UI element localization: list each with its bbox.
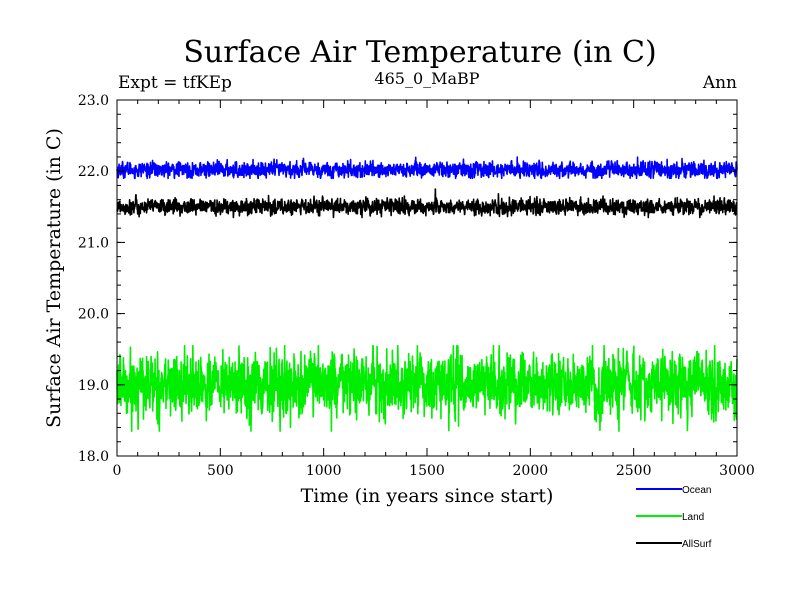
series-layer <box>116 156 738 432</box>
x-axis-label: Time (in years since start) <box>301 485 554 507</box>
series-line-allsurf <box>116 188 738 219</box>
x-tick-label: 1500 <box>409 463 445 479</box>
x-tick-label: 500 <box>207 463 234 479</box>
x-tick-label: 2000 <box>513 463 549 479</box>
series-line-land <box>116 344 738 432</box>
chart-title: Surface Air Temperature (in C) <box>183 35 656 70</box>
x-tick-label: 2500 <box>616 463 652 479</box>
subtitle-center: 465_0_MaBP <box>374 69 479 88</box>
legend: Ocean Land AllSurf <box>636 485 712 550</box>
x-tick-label: 3000 <box>719 463 755 479</box>
y-tick-label: 21.0 <box>78 235 109 251</box>
y-tick-label: 19.0 <box>78 378 109 394</box>
legend-label: Land <box>682 512 704 523</box>
x-tick-label: 1000 <box>306 463 342 479</box>
series-line-ocean <box>116 156 738 180</box>
y-tick-label: 20.0 <box>78 307 109 323</box>
subtitle-right: Ann <box>702 73 737 93</box>
axes-layer: 0 500 1000 1500 2000 2500 3000 18.0 19.0 20.0 21.0… <box>78 93 755 479</box>
y-axis-label: Surface Air Temperature (in C) <box>43 128 65 428</box>
legend-label: AllSurf <box>682 539 712 550</box>
legend-label: Ocean <box>682 485 711 496</box>
y-tick-label: 18.0 <box>78 449 109 465</box>
x-tick-label: 0 <box>113 463 122 479</box>
y-tick-label: 23.0 <box>78 93 109 109</box>
subtitle-left: Expt = tfKEp <box>118 73 232 93</box>
y-tick-label: 22.0 <box>78 164 109 180</box>
